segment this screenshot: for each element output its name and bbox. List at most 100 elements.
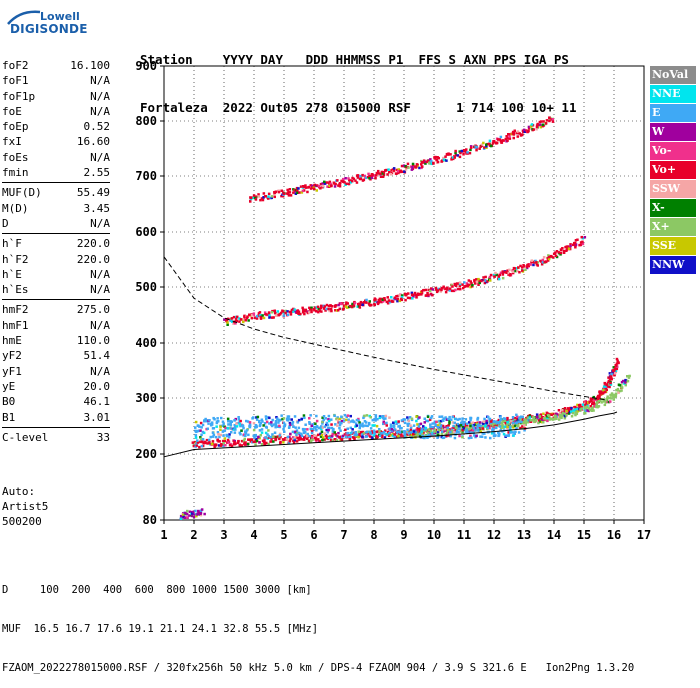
echo-point [299, 185, 303, 188]
echo-point [601, 390, 605, 393]
echo-point [300, 191, 304, 194]
echo-point [242, 320, 245, 324]
echo-point [354, 425, 357, 428]
echo-point [240, 439, 244, 443]
echo-point [481, 432, 484, 435]
echo-point [561, 412, 565, 415]
echo-point [408, 416, 412, 419]
echo-point [351, 179, 354, 183]
echo-point [317, 426, 321, 430]
echo-point [467, 279, 471, 282]
echo-point [385, 421, 388, 425]
param-row: yF1 N/A [2, 364, 110, 379]
echo-point [327, 307, 330, 311]
echo-point [300, 434, 304, 438]
echo-point [545, 119, 549, 122]
echo-point [433, 428, 437, 431]
echo-point [288, 188, 292, 191]
echo-point [480, 435, 484, 438]
echo-point [446, 286, 449, 289]
echo-point [506, 139, 509, 142]
echo-point [331, 439, 335, 442]
echo-point [522, 421, 526, 424]
echo-point [508, 423, 511, 427]
echo-point [354, 431, 357, 434]
echo-point [368, 174, 371, 178]
header-values: Fortaleza 2022 Out05 278 015000 RSF 1 71… [140, 100, 577, 115]
param-label: hmF1 [2, 318, 29, 332]
echo-point [342, 304, 346, 307]
echo-point [579, 243, 583, 247]
echo-point [508, 137, 512, 140]
echo-point [385, 424, 388, 427]
echo-point [535, 125, 539, 129]
echo-point [535, 124, 539, 127]
echo-point [234, 442, 237, 445]
echo-point [238, 423, 242, 426]
echo-point [484, 436, 487, 439]
echo-point [261, 198, 265, 202]
echo-point [560, 410, 564, 414]
lowell-digisonde-logo: Lowell DIGISONDE [6, 6, 87, 44]
echo-point [522, 264, 525, 267]
echo-point [395, 168, 399, 172]
echo-point [501, 273, 505, 276]
echo-point [539, 120, 543, 123]
echo-point [270, 423, 273, 426]
echo-point [320, 433, 324, 437]
x-tick-label: 16 [607, 528, 621, 542]
echo-point [288, 421, 292, 425]
echo-point [410, 417, 414, 420]
echo-point [315, 440, 318, 443]
echo-point [529, 419, 532, 422]
echo-point [521, 425, 524, 428]
echo-point [348, 438, 352, 441]
echo-point [476, 418, 479, 421]
echo-point [199, 429, 202, 432]
echo-point [501, 276, 505, 280]
echo-point [317, 184, 321, 188]
echo-point [263, 422, 267, 425]
echo-point [513, 267, 516, 270]
echo-point [207, 422, 210, 425]
echo-point [584, 404, 587, 407]
echo-point [301, 311, 305, 314]
echo-point [527, 263, 530, 266]
echo-point [315, 184, 319, 187]
echo-point [409, 426, 413, 429]
echo-point [278, 432, 282, 436]
echo-point [353, 301, 357, 305]
param-row: h`E N/A [2, 267, 110, 282]
echo-point [302, 438, 305, 441]
echo-point [242, 318, 245, 321]
echo-point [210, 421, 214, 424]
echo-point [546, 259, 550, 262]
param-label: yF2 [2, 349, 22, 363]
echo-point [434, 424, 437, 427]
echo-point [563, 413, 566, 416]
echo-point [483, 281, 487, 285]
echo-point [273, 309, 276, 312]
echo-point [372, 429, 376, 432]
echo-point [260, 431, 264, 434]
echo-point [435, 288, 438, 291]
echo-point [483, 432, 486, 435]
echo-point [614, 394, 618, 398]
echo-point [384, 414, 388, 418]
echo-point [252, 416, 255, 419]
echo-point [431, 288, 434, 291]
echo-point [426, 415, 430, 418]
echo-point [489, 279, 492, 282]
echo-point [436, 160, 440, 164]
x-tick-label: 5 [280, 528, 287, 542]
echo-point [455, 430, 459, 434]
echo-point [287, 190, 290, 194]
params-separator [2, 233, 110, 235]
echo-point [338, 417, 341, 421]
footer: D 100 200 400 600 800 1000 1500 3000 [km… [2, 558, 634, 688]
echo-point [345, 301, 348, 304]
echo-point [604, 387, 607, 390]
echo-trace-low_echoes [179, 508, 206, 521]
echo-point [442, 436, 446, 439]
echo-point [274, 422, 277, 426]
